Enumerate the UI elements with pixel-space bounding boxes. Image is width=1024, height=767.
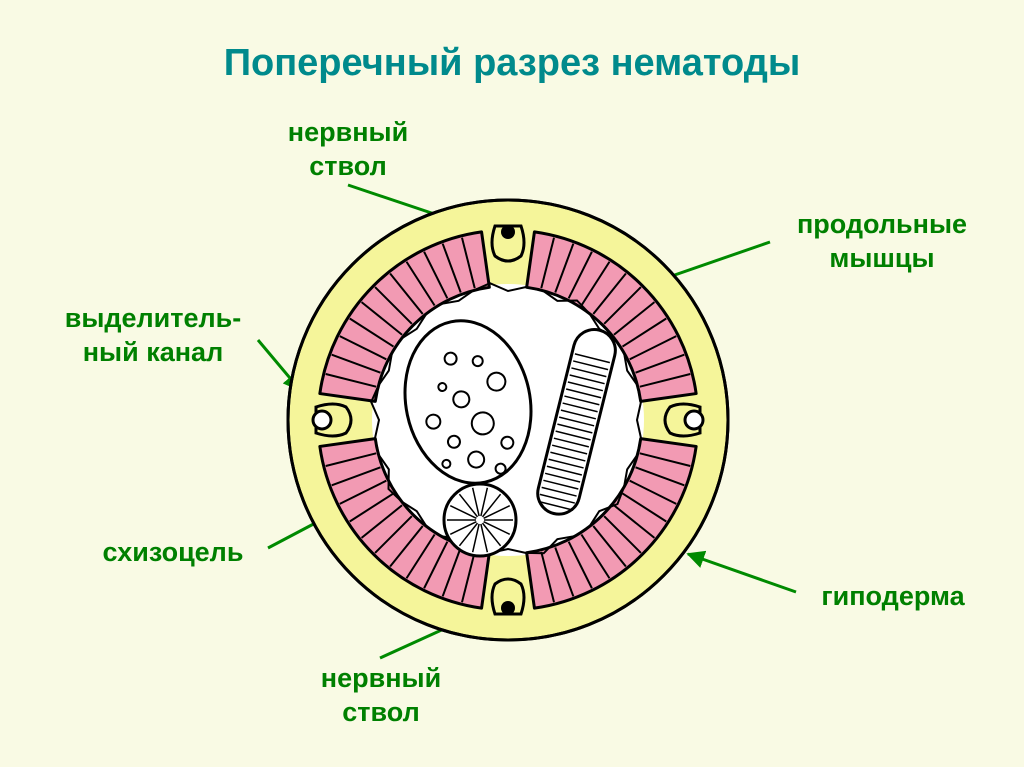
label-line: нервный	[288, 117, 408, 147]
label-line: мышцы	[829, 243, 934, 273]
label-schizocoel: схизоцель	[78, 536, 268, 570]
label-excretory: выделитель- ный канал	[48, 302, 258, 370]
label-line: продольные	[797, 209, 967, 239]
label-line: нервный	[321, 663, 441, 693]
label-line: гиподерма	[821, 581, 964, 611]
label-nerve-bottom: нервный ствол	[296, 662, 466, 730]
label-nerve-top: нервный ствол	[263, 116, 433, 184]
page-title: Поперечный разрез нематоды	[0, 42, 1024, 85]
label-line: ствол	[342, 697, 419, 727]
label-muscles: продольные мышцы	[772, 208, 992, 276]
label-hypodermis: гиподерма	[798, 580, 988, 614]
label-line: ствол	[309, 151, 386, 181]
label-line: выделитель-	[65, 303, 242, 333]
label-line: ный канал	[83, 337, 223, 367]
label-line: схизоцель	[103, 537, 244, 567]
nematode-cross-section	[276, 188, 740, 652]
